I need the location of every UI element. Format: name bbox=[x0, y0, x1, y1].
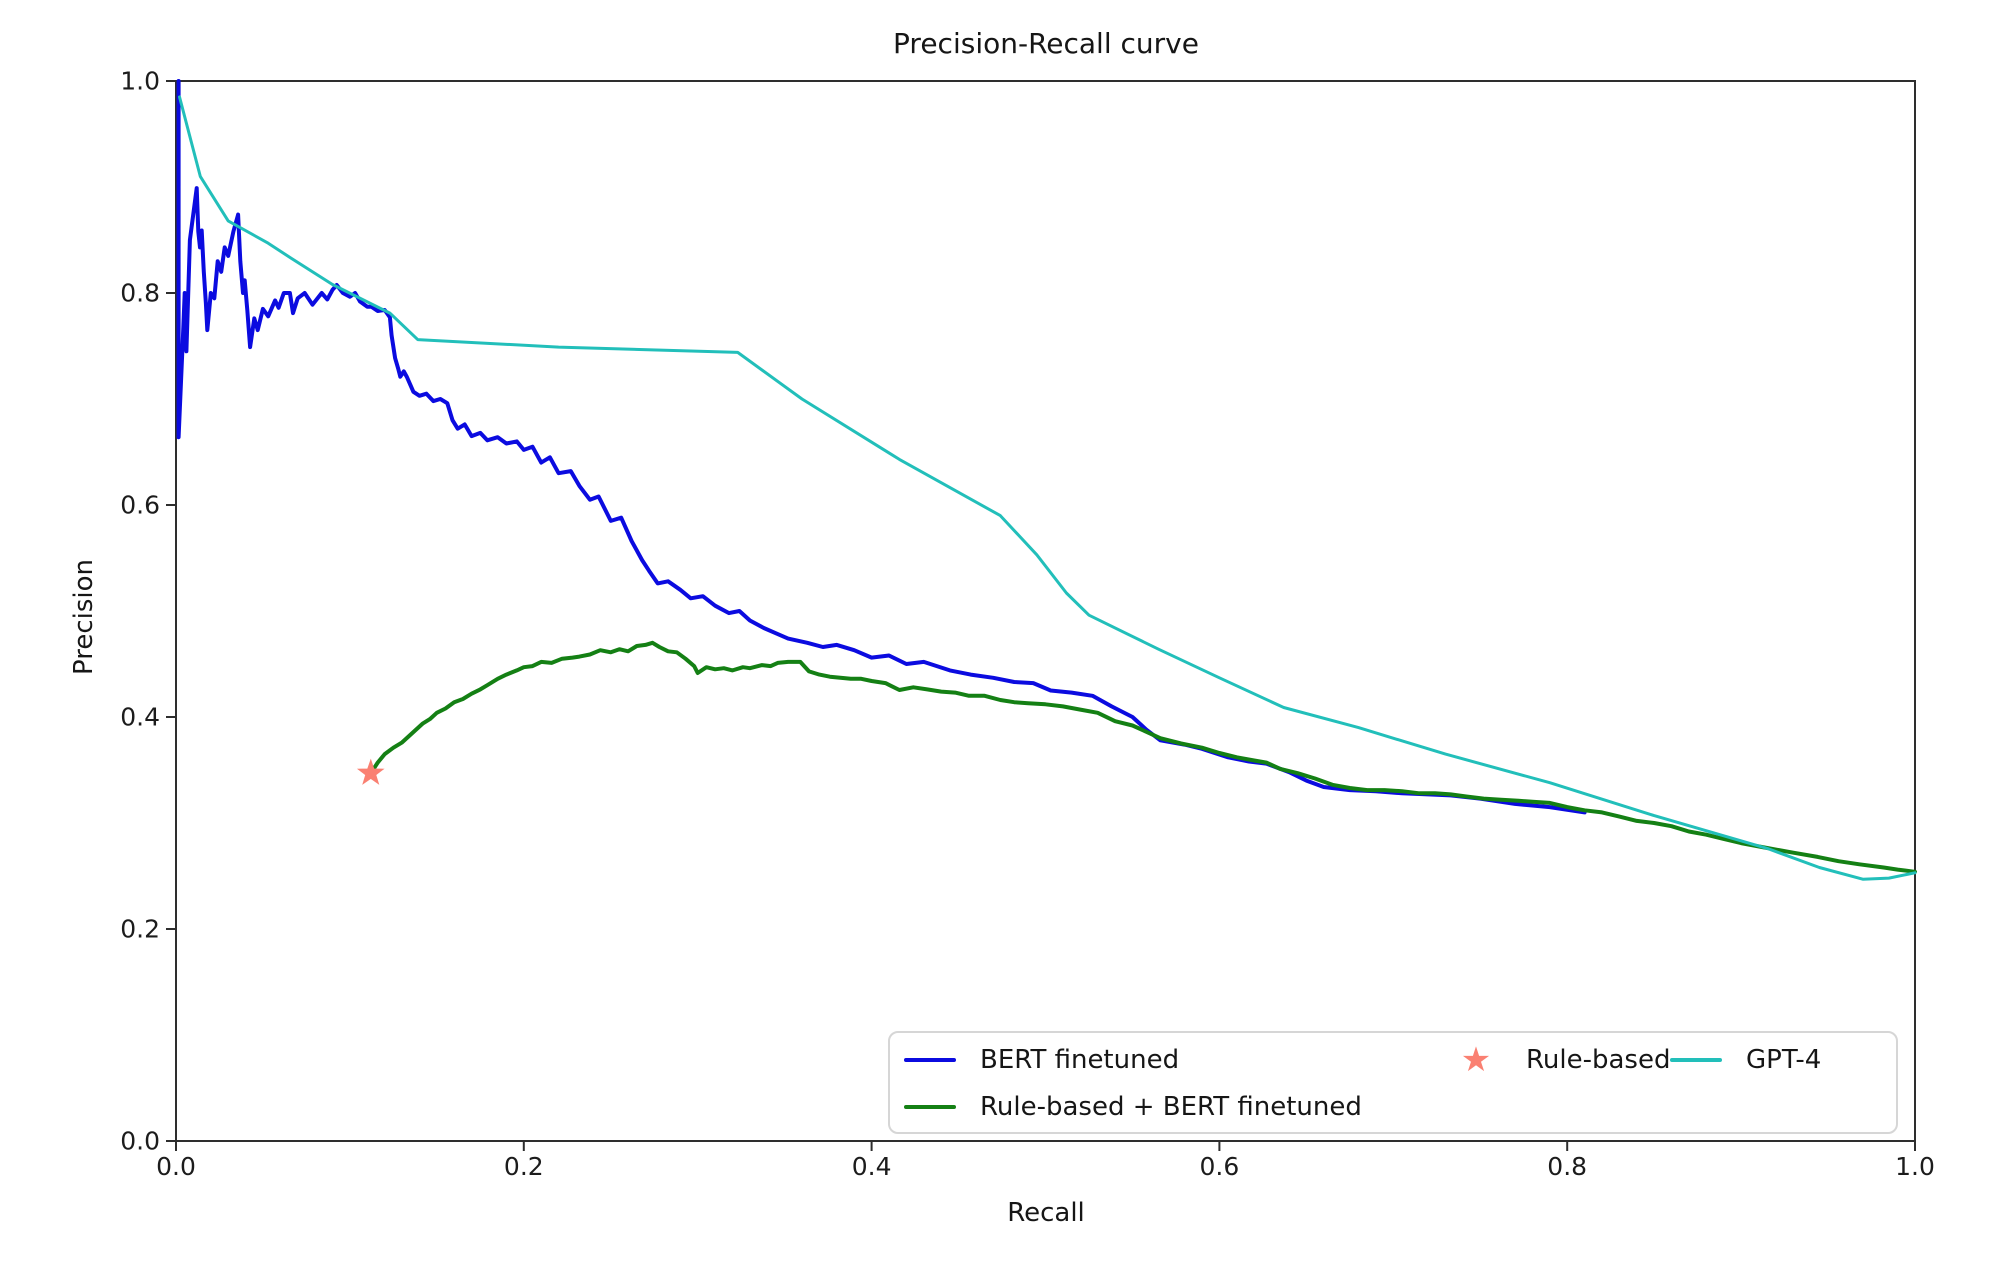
bert-finetuned-curve bbox=[176, 79, 1587, 815]
legend-item-rule-based: ★ Rule-based bbox=[1450, 1040, 1671, 1080]
y-tick-label: 0.2 bbox=[120, 914, 160, 944]
x-axis-label: Recall bbox=[1007, 1198, 1085, 1228]
y-tick-label: 0.8 bbox=[120, 278, 160, 308]
x-tick-label: 1.0 bbox=[1895, 1152, 1935, 1181]
legend-label-rule-based-plus-bert: Rule-based + BERT finetuned bbox=[980, 1092, 1362, 1122]
legend: BERT finetuned Rule-based + BERT finetun… bbox=[888, 1031, 1898, 1134]
y-tick-label: 0.6 bbox=[120, 490, 160, 520]
y-tick-label: 1.0 bbox=[120, 66, 160, 96]
gpt-4-curve bbox=[178, 95, 1917, 881]
y-tick-label: 0.0 bbox=[120, 1126, 160, 1156]
axes-box bbox=[175, 80, 1916, 1142]
x-tick-label: 0.4 bbox=[851, 1152, 892, 1181]
y-axis-label: Precision bbox=[69, 558, 99, 676]
gpt-4-line-swatch bbox=[1670, 1058, 1722, 1062]
bert-finetuned-line-swatch bbox=[904, 1058, 956, 1062]
legend-label-bert-finetuned: BERT finetuned bbox=[980, 1045, 1180, 1075]
x-tick-label: 0.0 bbox=[156, 1152, 196, 1181]
x-tick-label: 0.6 bbox=[1199, 1152, 1240, 1181]
legend-item-gpt-4: GPT-4 bbox=[1670, 1040, 1821, 1080]
x-tick-label: 0.2 bbox=[503, 1152, 544, 1181]
y-tick-label: 0.4 bbox=[120, 702, 160, 732]
x-tick-label: 0.8 bbox=[1547, 1152, 1588, 1181]
legend-label-rule-based: Rule-based bbox=[1526, 1045, 1671, 1075]
rule-based-plus-bert-finetuned-curve bbox=[368, 640, 1917, 874]
rule-based-plus-bert-line-swatch bbox=[904, 1105, 956, 1109]
chart-title: Precision-Recall curve bbox=[893, 27, 1199, 60]
star-icon: ★ bbox=[1460, 1040, 1492, 1080]
rule-based-star-marker bbox=[356, 758, 385, 785]
legend-item-rule-based-plus-bert: Rule-based + BERT finetuned bbox=[904, 1087, 1362, 1127]
legend-label-gpt-4: GPT-4 bbox=[1746, 1045, 1822, 1075]
legend-item-bert-finetuned: BERT finetuned bbox=[904, 1040, 1179, 1080]
